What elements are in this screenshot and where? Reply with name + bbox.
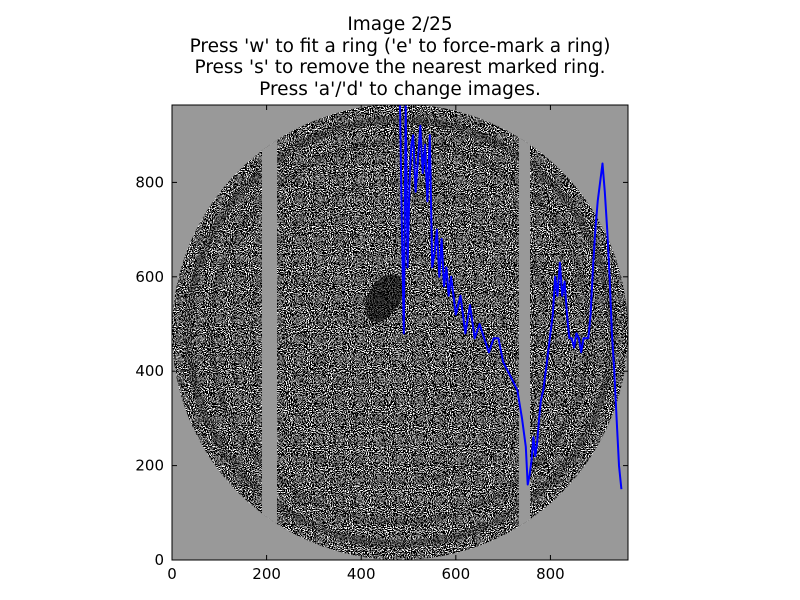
x-tick-label: 600 bbox=[441, 565, 470, 583]
y-axis: 0 200 400 600 800 bbox=[135, 173, 628, 569]
detector-noise-pattern bbox=[172, 105, 628, 560]
x-tick-label: 200 bbox=[252, 565, 281, 583]
y-tick-label: 400 bbox=[135, 362, 164, 380]
detector-gap-left bbox=[262, 105, 277, 560]
x-axis: 0 200 400 600 800 bbox=[167, 105, 565, 583]
title-remove-ring-instruction: Press 's' to remove the nearest marked r… bbox=[194, 57, 606, 78]
beamstop-dark-spot bbox=[365, 274, 403, 322]
title-fit-ring-instruction: Press 'w' to fit a ring ('e' to force-ma… bbox=[189, 35, 611, 57]
ring-fit-trace-line bbox=[399, 105, 623, 490]
title-change-images-instruction: Press 'a'/'d' to change images. bbox=[259, 78, 541, 100]
detector-gap-right bbox=[519, 105, 530, 560]
detector-image bbox=[172, 105, 628, 560]
axes-frame bbox=[171, 104, 629, 561]
x-tick-label: 800 bbox=[536, 565, 565, 583]
x-tick-label: 0 bbox=[167, 565, 177, 583]
x-tick-label: 400 bbox=[347, 565, 376, 583]
y-tick-label: 0 bbox=[154, 551, 164, 569]
title-image-counter: Image 2/25 bbox=[347, 14, 453, 35]
y-tick-label: 600 bbox=[135, 268, 164, 286]
y-tick-label: 800 bbox=[135, 173, 164, 191]
y-tick-label: 200 bbox=[135, 457, 164, 475]
figure-title: Image 2/25 Press 'w' to fit a ring ('e' … bbox=[0, 14, 800, 100]
